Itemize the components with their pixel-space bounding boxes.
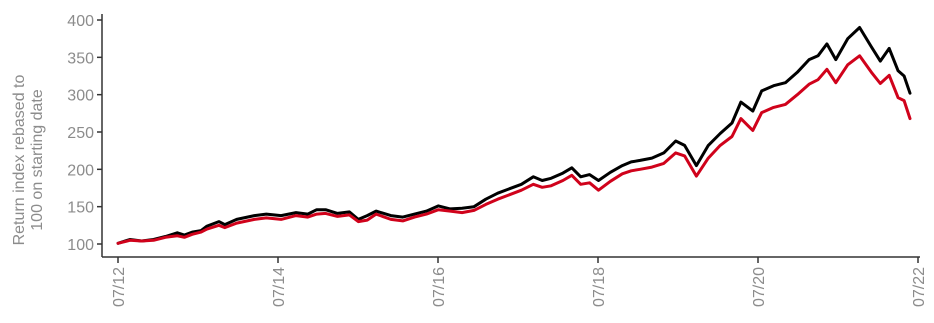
series-line-black: [116, 26, 912, 245]
series-layer: [116, 26, 912, 245]
x-tick-label: 07/12: [111, 267, 128, 307]
x-tick-label: 07/18: [591, 267, 608, 307]
x-tick-label: 07/16: [431, 267, 448, 307]
y-axis-title-line-2: 100 on starting date: [29, 89, 46, 231]
y-tick-label: 400: [67, 13, 94, 30]
y-tick-label: 350: [67, 50, 94, 67]
y-tick-label: 200: [67, 162, 94, 179]
y-tick-label: 150: [67, 200, 94, 217]
x-tick-label: 07/20: [751, 267, 768, 307]
x-tick-label: 07/14: [271, 267, 288, 307]
y-tick-label: 100: [67, 237, 94, 254]
y-axis-title-line-1: Return index rebased to: [11, 75, 28, 246]
y-tick-label: 250: [67, 125, 94, 142]
y-tick-label: 300: [67, 88, 94, 105]
x-tick-label: 07/22: [911, 267, 928, 307]
y-axis: 100 150 200 250 300 350 400: [67, 13, 103, 257]
series-line-red: [116, 54, 912, 245]
x-axis: 07/12 07/14 07/16 07/18 07/20 07/22: [102, 256, 928, 307]
